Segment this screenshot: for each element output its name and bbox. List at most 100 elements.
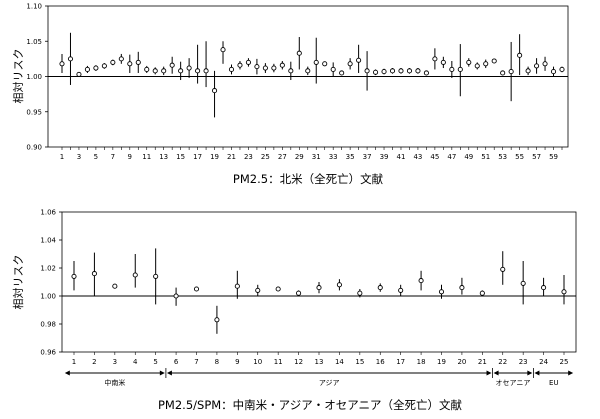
data-point (195, 68, 201, 74)
data-point (356, 57, 362, 63)
data-point (220, 47, 226, 53)
x-tick-label: 20 (457, 358, 466, 366)
data-point (550, 69, 557, 75)
y-axis-label: 相対リスク (11, 49, 25, 104)
x-tick-label: 9 (128, 153, 132, 161)
x-tick-label: 43 (413, 153, 422, 161)
y-axis-label: 相対リスク (11, 255, 25, 310)
x-tick-label: 11 (274, 358, 283, 366)
region-arrow-head-right (568, 370, 574, 376)
x-tick-label: 6 (174, 358, 179, 366)
data-point (457, 66, 463, 72)
x-tick-label: 21 (478, 358, 487, 366)
data-point (186, 65, 192, 71)
chart-asia-oceania: 1 2 3 4 5 6 7 8 9 10 11 12 13 14 15 16 17 18 19 20 21 22 23 24 2… (11, 209, 577, 412)
region-arrow-head-left (64, 370, 70, 376)
data-point (110, 59, 116, 65)
region-arrow-head-right (527, 370, 533, 376)
data-point (112, 283, 118, 289)
x-tick-label: 3 (113, 358, 117, 366)
x-tick-label: 3 (77, 153, 81, 161)
x-tick-label: 19 (437, 358, 446, 366)
x-tick-label: 23 (519, 358, 528, 366)
x-tick-label: 17 (193, 153, 202, 161)
data-point (398, 287, 404, 293)
y-tick-label: 1.05 (26, 38, 42, 46)
data-point (322, 61, 328, 67)
x-tick-label: 18 (417, 358, 426, 366)
data-point (347, 61, 353, 67)
chart-north-america: 1 3 5 7 9 11 13 15 17 19 21 23 25 27 29 31 33 35 37 39 41 43 4… (11, 3, 569, 186)
data-point (135, 59, 141, 65)
data-point (517, 52, 523, 58)
x-tick-label: 16 (376, 358, 385, 366)
x-tick-label: 45 (430, 153, 439, 161)
x-tick-label: 1 (72, 358, 76, 366)
data-point (483, 61, 489, 67)
data-point (178, 68, 184, 74)
data-point (118, 56, 124, 62)
data-point (559, 66, 565, 72)
data-point (479, 290, 485, 296)
region-arrow-head-left (166, 370, 172, 376)
data-point (234, 283, 240, 289)
data-point (228, 66, 235, 72)
x-tick-label: 39 (380, 153, 389, 161)
data-point (214, 317, 220, 323)
data-point (500, 266, 506, 272)
data-point (237, 62, 243, 68)
data-point (152, 68, 158, 74)
data-point (255, 287, 261, 293)
data-point (169, 62, 175, 68)
region-label: 中南米 (104, 378, 125, 387)
x-tick-label: 7 (111, 153, 115, 161)
data-point (508, 69, 514, 75)
y-tick-label: 1.00 (26, 73, 42, 81)
data-point (153, 273, 159, 279)
x-tick-label: 53 (498, 153, 507, 161)
x-tick-label: 25 (560, 358, 569, 366)
data-point (76, 71, 82, 77)
data-point (534, 63, 540, 69)
x-tick-label: 17 (396, 358, 405, 366)
data-point (525, 68, 531, 74)
data-point (271, 65, 277, 71)
x-tick-label: 23 (244, 153, 253, 161)
data-point (313, 59, 319, 65)
x-tick-label: 5 (94, 153, 98, 161)
x-tick-label: 4 (133, 358, 138, 366)
data-point (339, 70, 345, 76)
x-tick-label: 57 (532, 153, 541, 161)
x-tick-label: 13 (315, 358, 324, 366)
chart-caption: PM2.5：北米（全死亡）文献 (233, 172, 384, 186)
data-point (254, 64, 260, 70)
data-point (132, 272, 138, 278)
region-arrow-head-right (159, 370, 165, 376)
region-label: アジア (319, 379, 340, 387)
data-point (459, 285, 465, 291)
x-tick-label: 35 (346, 153, 355, 161)
x-tick-label: 22 (498, 358, 507, 366)
data-point (398, 68, 404, 74)
x-tick-label: 21 (227, 153, 236, 161)
data-point (449, 66, 455, 72)
x-tick-label: 12 (294, 358, 303, 366)
x-tick-label: 31 (312, 153, 321, 161)
data-point (279, 62, 285, 68)
x-tick-label: 51 (481, 153, 490, 161)
data-point (262, 65, 268, 71)
x-tick-label: 27 (278, 153, 287, 161)
x-tick-label: 14 (335, 358, 344, 366)
x-tick-label: 25 (261, 153, 270, 161)
region-arrow-head-left (534, 370, 540, 376)
data-point (91, 271, 97, 277)
x-tick-label: 41 (397, 153, 406, 161)
data-point (245, 59, 251, 65)
data-point (101, 63, 107, 69)
x-tick-label: 13 (159, 153, 168, 161)
x-tick-label: 33 (329, 153, 338, 161)
x-tick-label: 5 (153, 358, 157, 366)
data-point (288, 68, 294, 74)
y-tick-label: 1.06 (40, 209, 56, 217)
data-point (474, 63, 480, 69)
